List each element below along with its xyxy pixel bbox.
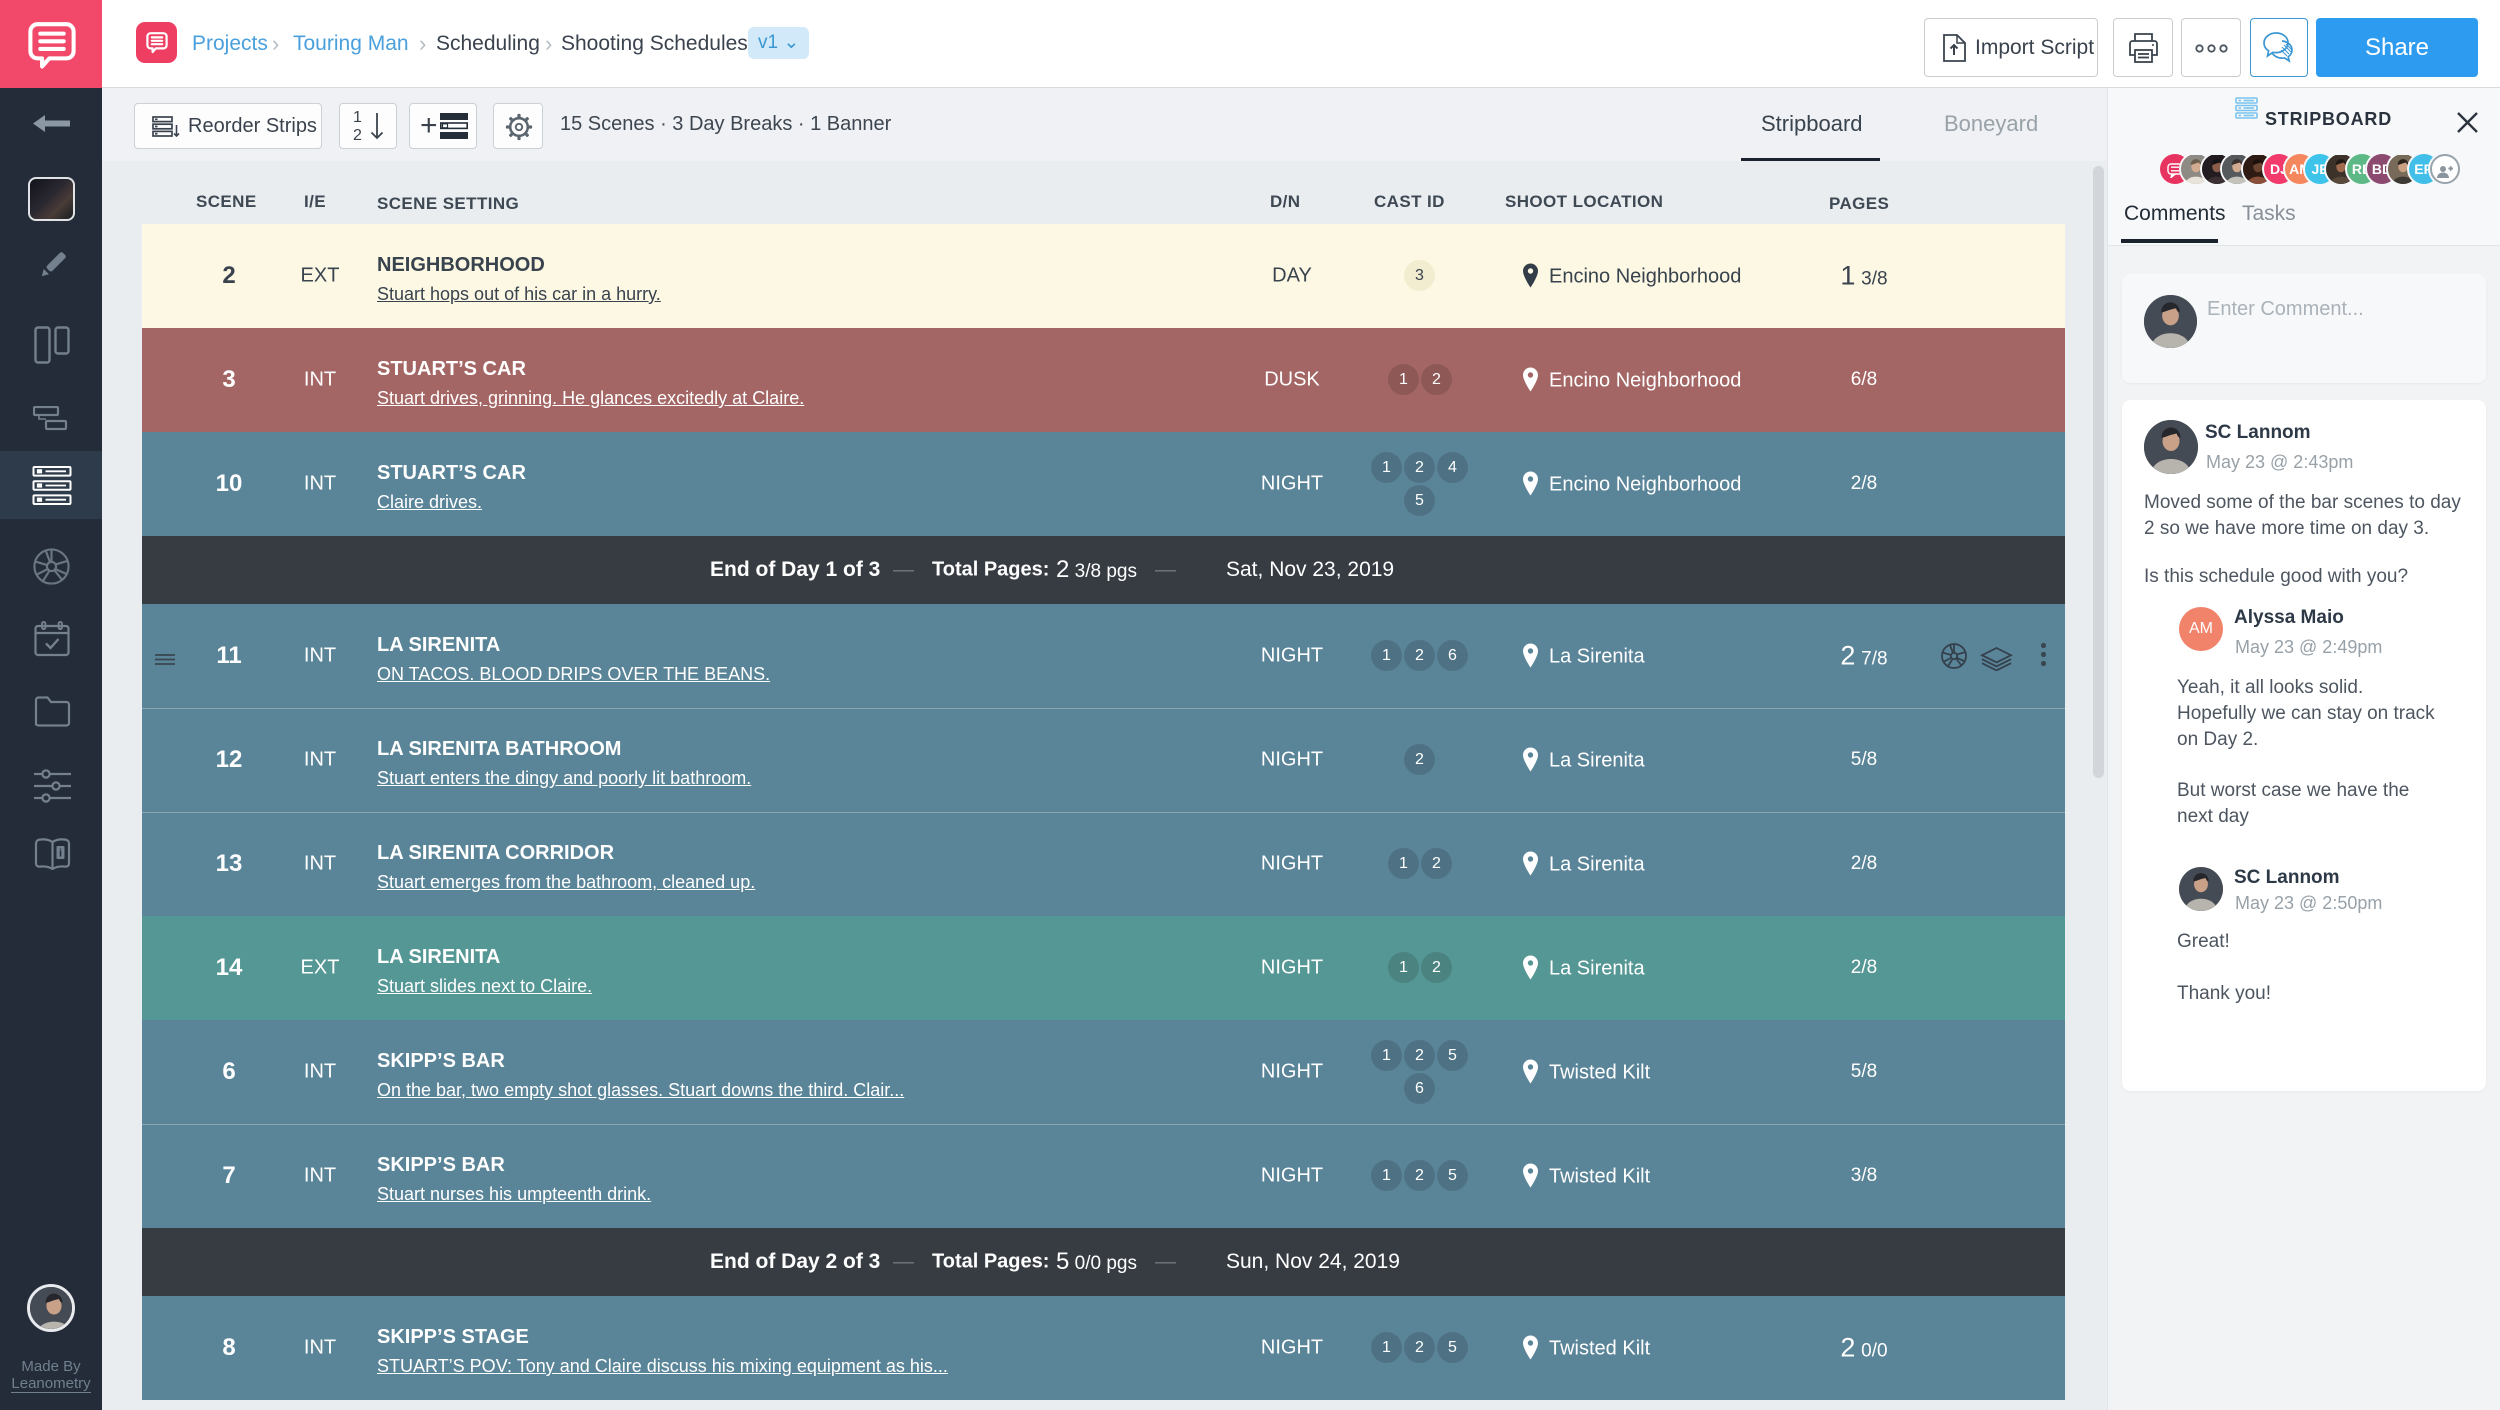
svg-text:i: i xyxy=(59,848,62,860)
